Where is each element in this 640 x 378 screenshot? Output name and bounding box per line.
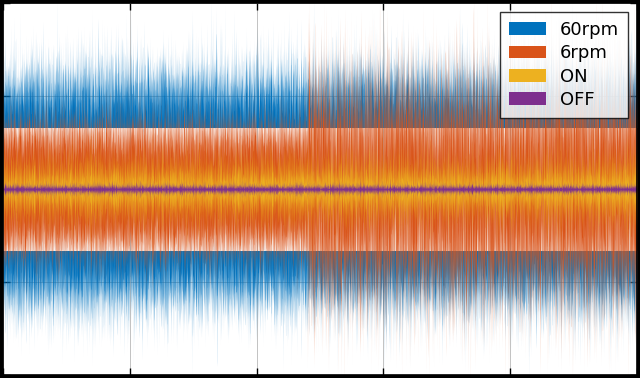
Legend: 60rpm, 6rpm, ON, OFF: 60rpm, 6rpm, ON, OFF: [500, 12, 628, 118]
